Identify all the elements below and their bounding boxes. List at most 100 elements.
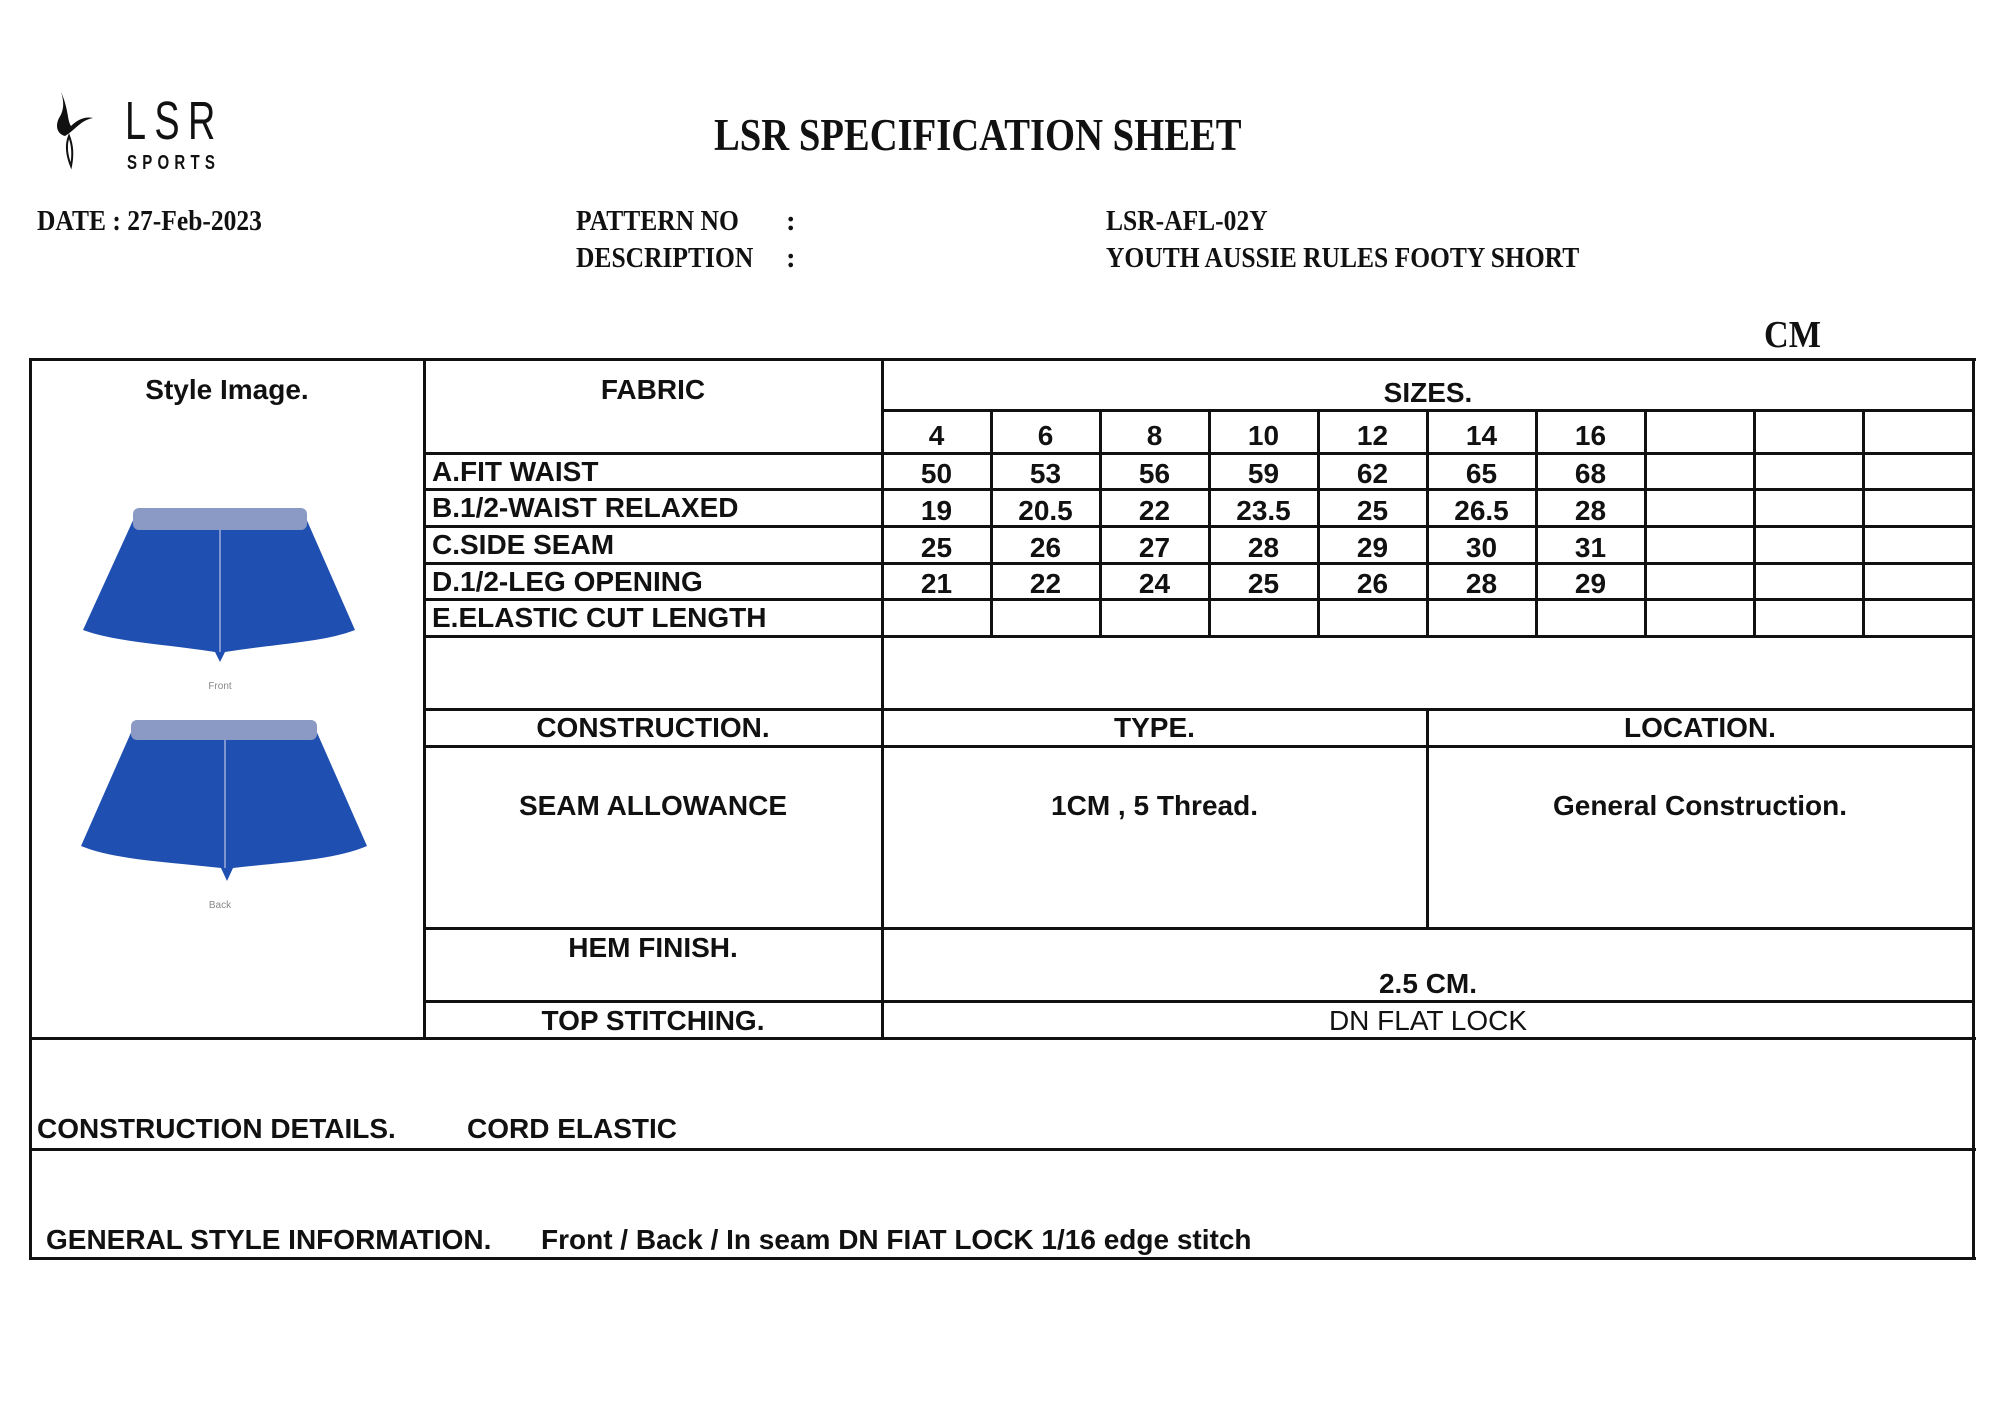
measurement-value: 25 xyxy=(920,531,953,563)
measurement-value: 31 xyxy=(1574,531,1607,563)
shorts-front-image xyxy=(83,508,355,662)
construction-details-value: CORD ELASTIC xyxy=(467,1113,677,1144)
logo-sports-text: SPORTS xyxy=(127,152,221,174)
measurement-value: 28 xyxy=(1465,568,1498,599)
measurement-value: 68 xyxy=(1574,458,1607,489)
measurement-value xyxy=(1645,492,1754,529)
description-label: DESCRIPTION xyxy=(576,242,754,274)
measurement-value: 19 xyxy=(920,494,953,526)
measurement-value: 21 xyxy=(920,568,953,599)
measurement-value: 27 xyxy=(1138,531,1171,563)
measurement-label: E.ELASTIC CUT LENGTH xyxy=(432,602,767,633)
measurement-value xyxy=(1100,602,1209,639)
hem-finish-label: HEM FINISH. xyxy=(568,932,738,963)
measurement-value xyxy=(991,602,1100,639)
size-header-cell: 4 xyxy=(928,420,945,451)
measurement-value xyxy=(1645,456,1754,492)
measurement-value xyxy=(1754,566,1863,602)
seam-allowance-type: 1CM , 5 Thread. xyxy=(1051,790,1258,821)
seam-allowance-location: General Construction. xyxy=(1552,790,1848,821)
measurement-value xyxy=(882,602,991,639)
general-style-label: GENERAL STYLE INFORMATION. xyxy=(46,1224,492,1255)
measurement-value: 22 xyxy=(1138,494,1171,526)
measurement-value xyxy=(1863,566,1972,602)
back-label: Back xyxy=(208,900,232,911)
location-header: LOCATION. xyxy=(1624,712,1776,743)
measurement-value xyxy=(1427,602,1536,639)
unit-label: CM xyxy=(1764,314,1821,356)
size-header-cell: 16 xyxy=(1574,420,1607,451)
bird-swoosh-icon xyxy=(57,92,93,170)
measurement-value: 28 xyxy=(1247,531,1280,563)
seam-allowance-label: SEAM ALLOWANCE xyxy=(518,790,788,821)
size-header-cell xyxy=(1863,418,1972,454)
measurement-value xyxy=(1754,456,1863,492)
measurement-value xyxy=(1536,602,1645,639)
size-header-cell: 14 xyxy=(1465,420,1498,451)
style-image-header: Style Image. xyxy=(145,374,309,405)
measurement-value: 62 xyxy=(1356,458,1389,489)
hem-finish-value: 2.5 CM. xyxy=(1378,968,1478,999)
measurement-label: B.1/2-WAIST RELAXED xyxy=(432,492,739,523)
measurement-value xyxy=(1645,602,1754,639)
measurement-value xyxy=(1645,529,1754,566)
shorts-back-waistband xyxy=(131,720,317,740)
measurement-value: 59 xyxy=(1247,458,1280,489)
measurement-value xyxy=(1754,529,1863,566)
page-title: LSR SPECIFICATION SHEET xyxy=(714,109,1242,160)
top-stitching-value: DN FLAT LOCK xyxy=(1328,1005,1528,1036)
measurement-value xyxy=(1318,602,1427,639)
construction-details-label: CONSTRUCTION DETAILS. xyxy=(37,1113,396,1144)
size-header-cell: 6 xyxy=(1037,420,1054,451)
measurement-value: 56 xyxy=(1138,458,1171,489)
front-label: Front xyxy=(208,681,232,692)
pattern-no-label: PATTERN NO xyxy=(576,205,739,237)
type-header: TYPE. xyxy=(1114,712,1195,743)
measurement-value: 26.5 xyxy=(1454,494,1509,526)
description-value: YOUTH AUSSIE RULES FOOTY SHORT xyxy=(1106,242,1580,274)
general-style-value: Front / Back / In seam DN FIAT LOCK 1/16… xyxy=(541,1224,1252,1255)
measurement-value: 25 xyxy=(1247,568,1280,599)
measurement-value: 26 xyxy=(1356,568,1389,599)
measurement-value: 25 xyxy=(1356,494,1389,526)
date-label: DATE : 27-Feb-2023 xyxy=(37,205,262,237)
measurement-value: 28 xyxy=(1574,494,1607,526)
description-colon: : xyxy=(786,242,796,274)
measurement-value: 20.5 xyxy=(1018,494,1073,526)
measurement-value: 30 xyxy=(1465,531,1498,563)
measurement-value: 53 xyxy=(1029,458,1062,489)
size-header-cell xyxy=(1754,418,1863,454)
fabric-header: FABRIC xyxy=(600,374,706,405)
measurement-value: 65 xyxy=(1465,458,1498,489)
sizes-header: SIZES. xyxy=(1383,377,1473,408)
pattern-no-colon: : xyxy=(786,205,796,237)
measurement-value: 29 xyxy=(1574,568,1607,599)
measurement-label: D.1/2-LEG OPENING xyxy=(432,566,703,597)
measurement-value xyxy=(1645,566,1754,602)
size-header-cell: 10 xyxy=(1247,420,1280,451)
measurement-value: 24 xyxy=(1138,568,1171,599)
measurement-value: 50 xyxy=(920,458,953,489)
lsr-sports-logo: LSR SPORTS xyxy=(55,90,225,180)
measurement-label: A.FIT WAIST xyxy=(432,456,599,487)
measurement-value xyxy=(1863,602,1972,639)
measurement-value xyxy=(1863,456,1972,492)
construction-header: CONSTRUCTION. xyxy=(536,712,770,743)
measurement-value: 22 xyxy=(1029,568,1062,599)
measurement-value: 26 xyxy=(1029,531,1062,563)
measurement-value xyxy=(1754,602,1863,639)
measurement-label: C.SIDE SEAM xyxy=(432,529,615,560)
top-stitching-label: TOP STITCHING. xyxy=(541,1005,765,1036)
measurement-value xyxy=(1863,529,1972,566)
shorts-back-image xyxy=(81,720,367,881)
logo-lsr-text: LSR xyxy=(125,91,224,151)
size-header-cell: 12 xyxy=(1356,420,1389,451)
size-header-cell xyxy=(1645,418,1754,454)
measurement-value xyxy=(1209,602,1318,639)
pattern-no-value: LSR-AFL-02Y xyxy=(1106,205,1268,237)
measurement-value: 29 xyxy=(1356,531,1389,563)
measurement-value xyxy=(1754,492,1863,529)
measurement-value: 23.5 xyxy=(1236,494,1291,526)
measurement-value xyxy=(1863,492,1972,529)
shorts-front-waistband xyxy=(133,508,307,530)
